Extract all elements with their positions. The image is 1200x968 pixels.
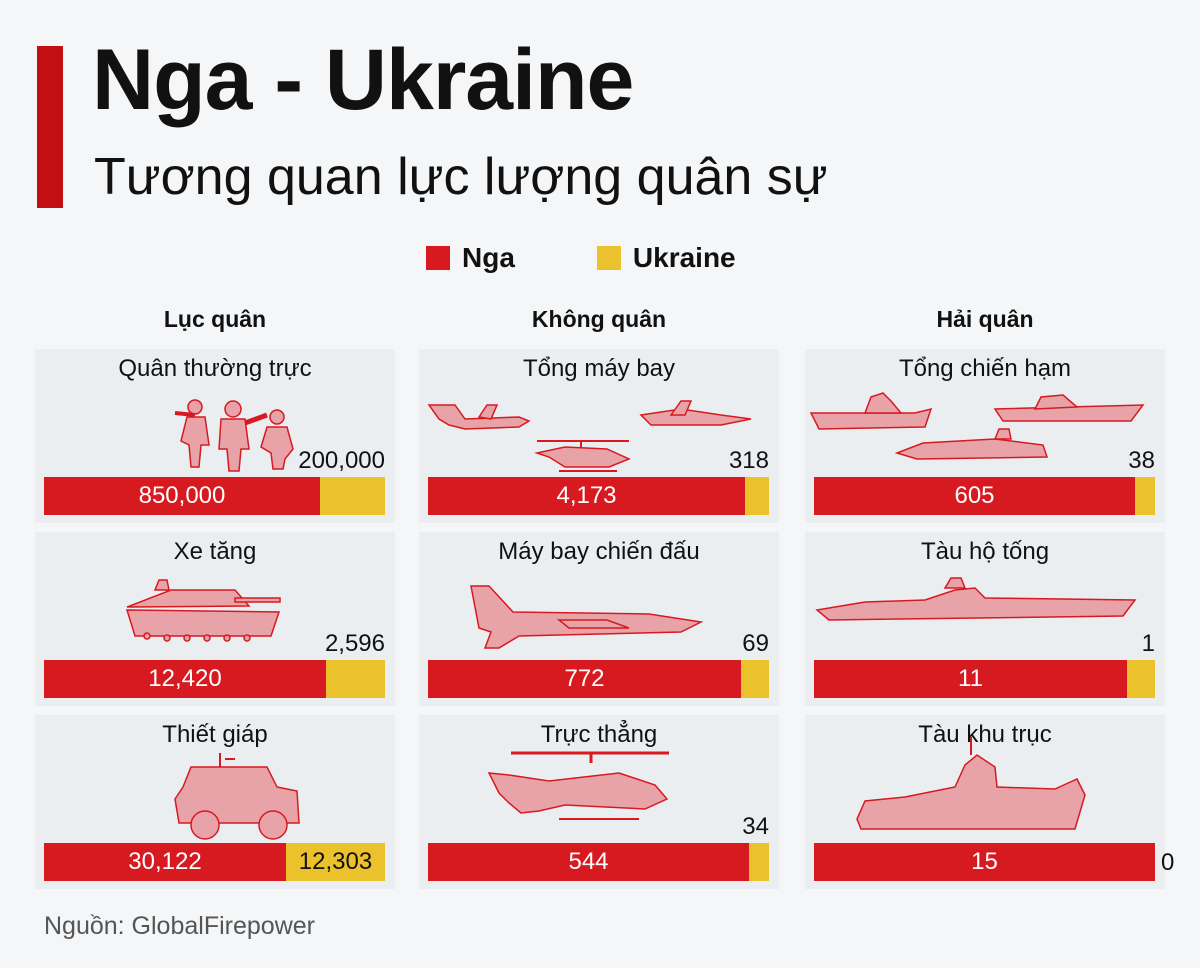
bar-segment-ukraine [326,660,385,698]
legend: Nga Ukraine [426,240,736,276]
metric-panel: Xe tăng 12,420 2,596 [35,532,395,706]
value-label-ukraine: 69 [742,630,769,657]
comparison-bar: 4,173 [428,477,769,515]
comparison-bar: 772 [428,660,769,698]
comparison-bar: 11 [814,660,1155,698]
metric-label: Tàu khu trục [918,721,1052,748]
metric-label: Tổng chiến hạm [898,355,1072,382]
metric-panel: Máy bay chiến đấu 772 69 [419,532,779,706]
value-label-ukraine: 0 [1161,849,1175,876]
legend-swatch-ukraine [596,246,621,270]
metric-label: Tàu hộ tống [920,538,1050,565]
column-header: Lục quân [163,306,267,332]
bar-segment-russia: 30,122 [44,843,286,881]
metric-label: Thiết giáp [162,721,268,748]
metric-panel: Tàu hộ tống 11 1 [805,532,1165,706]
metric-label: Máy bay chiến đấu [498,538,700,565]
bar-segment-ukraine [745,477,769,515]
metric-label: Xe tăng [173,538,257,565]
legend-item-russia: Nga [426,242,515,274]
bar-segment-russia: 4,173 [428,477,745,515]
bar-segment-ukraine [1135,477,1155,515]
legend-label-ukraine: Ukraine [632,242,736,273]
title-accent-bar [37,46,63,208]
metric-panel: Thiết giáp 30,122 12,303 [35,715,395,889]
page-title: Nga - Ukraine [92,32,634,128]
legend-swatch-russia [426,246,450,270]
bar-segment-russia: 544 [428,843,749,881]
metric-label: Quân thường trực [118,355,312,382]
metric-panel: Trực thẳng 544 34 [419,715,779,889]
value-label-ukraine: 1 [1141,630,1155,657]
column-header: Không quân [531,306,667,332]
metric-panel: Tổng máy bay 4,173 318 [419,349,779,523]
bar-segment-ukraine [741,660,769,698]
bar-segment-russia: 850,000 [44,477,320,515]
metric-panel: Tàu khu trục 15 0 [805,715,1174,889]
bar-segment-ukraine: 12,303 [286,843,385,881]
value-label-ukraine: 318 [728,447,769,474]
value-label-ukraine: 34 [742,813,769,840]
bar-segment-russia: 605 [814,477,1135,515]
comparison-bar: 850,000 [44,477,385,515]
metric-panel: Tổng chiến hạm 605 38 [805,349,1165,523]
comparison-bar: 544 [428,843,769,881]
bar-segment-russia: 12,420 [44,660,326,698]
legend-item-ukraine: Ukraine [596,242,736,274]
bar-segment-russia: 11 [814,660,1127,698]
value-label-ukraine: 200,000 [298,447,385,474]
bar-segment-russia: 15 [814,843,1155,881]
comparison-bar: 15 [814,843,1155,881]
value-label-ukraine: 2,596 [324,630,385,657]
metric-panel: Quân thường trực 850,000 200,000 [35,349,395,523]
value-label-ukraine: 38 [1128,447,1155,474]
legend-label-russia: Nga [462,242,515,273]
metric-label: Tổng máy bay [522,355,676,382]
source-note: Nguồn: GlobalFirepower [44,912,315,940]
page-subtitle: Tương quan lực lượng quân sự [94,148,828,206]
bar-segment-ukraine [749,843,769,881]
column-header: Hải quân [936,306,1034,332]
comparison-bar: 30,122 12,303 [44,843,385,881]
comparison-bar: 605 [814,477,1155,515]
bar-segment-russia: 772 [428,660,741,698]
value-label-ukraine: 12,303 [298,848,373,875]
bar-segment-ukraine [320,477,385,515]
comparison-bar: 12,420 [44,660,385,698]
bar-segment-ukraine [1127,660,1155,698]
metric-label: Trực thẳng [540,721,658,748]
